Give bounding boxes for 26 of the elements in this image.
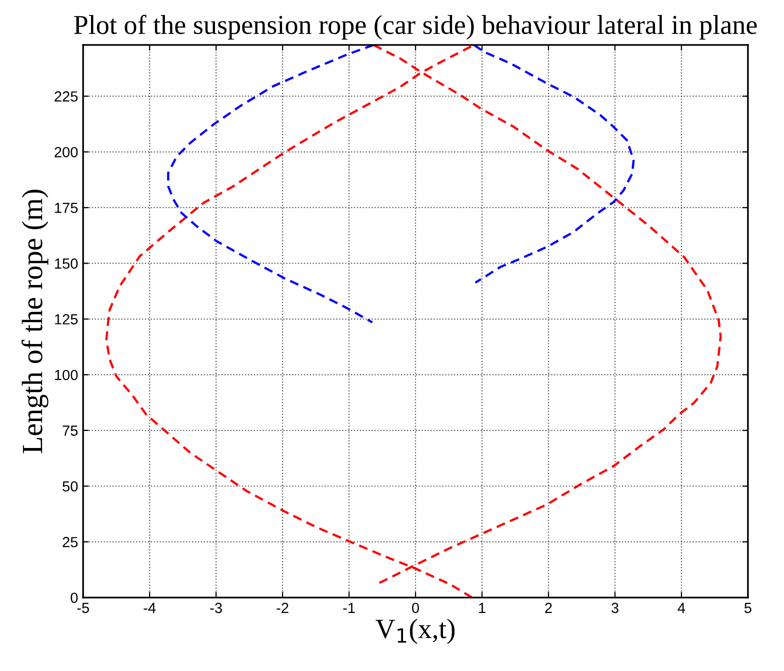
x-tick-label: 5 xyxy=(744,602,752,614)
y-tick-label: 100 xyxy=(55,370,78,380)
y-tick-label: 225 xyxy=(54,91,78,102)
y-tick-label: 25 xyxy=(62,536,78,548)
y-tick-label: 0 xyxy=(70,592,78,603)
x-tick-label: -1 xyxy=(343,602,355,613)
x-tick-label: -3 xyxy=(210,602,222,614)
y-tick-label: 150 xyxy=(55,258,78,269)
y-tick-label: 75 xyxy=(62,426,78,436)
y-tick-label: 200 xyxy=(54,147,78,158)
line-series xyxy=(167,44,375,324)
x-tick-label: 2 xyxy=(545,602,552,613)
x-axis-title: V$_{1}$(x,t) xyxy=(376,618,455,644)
x-tick-label: 0 xyxy=(412,602,420,614)
x-tick-label: 3 xyxy=(611,602,618,614)
line-series xyxy=(472,44,635,284)
y-tick-label: 125 xyxy=(55,314,78,324)
x-tick-label: 1 xyxy=(479,602,486,613)
x-tick-label: 4 xyxy=(678,602,686,613)
y-tick-label: 175 xyxy=(55,202,78,214)
chart-title: Plot of the suspension rope (car side) behaviour lateral in plane xyxy=(74,14,757,40)
x-tick-label: -2 xyxy=(276,602,288,613)
x-tick-label: -4 xyxy=(144,602,156,613)
y-axis-title: Length of the rope (m) xyxy=(22,190,48,454)
y-tick-label: 50 xyxy=(62,481,78,492)
x-tick-label: -5 xyxy=(77,602,89,614)
